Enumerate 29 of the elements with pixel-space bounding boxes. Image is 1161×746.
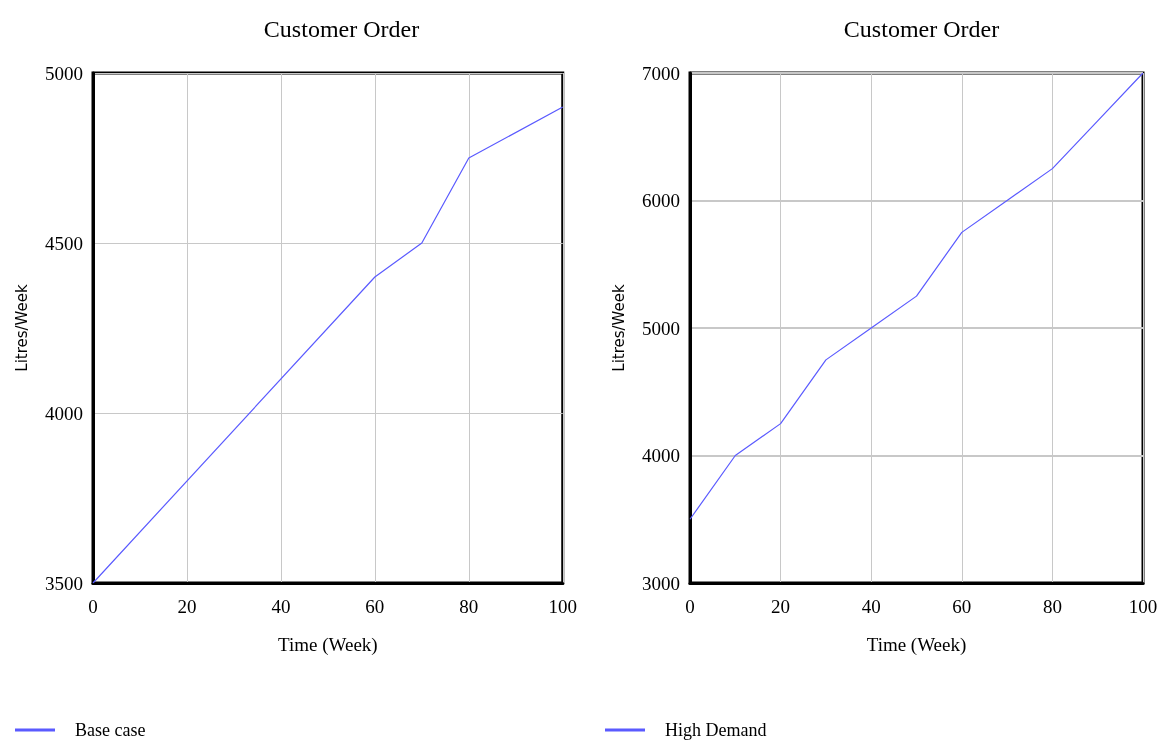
y-tick-label: 4000 <box>45 402 83 424</box>
y-tick-label: 5000 <box>642 317 680 339</box>
y-tick-label: 6000 <box>642 190 680 211</box>
y-axis-title: Litres/Week <box>609 283 628 372</box>
y-tick-label: 7000 <box>642 62 680 84</box>
x-tick-label: 100 <box>1128 596 1158 617</box>
x-tick-label: 20 <box>177 596 197 617</box>
y-tick-label: 3000 <box>642 572 680 594</box>
y-tick-label: 4000 <box>642 445 680 466</box>
chart-title: Customer Order <box>843 16 1000 42</box>
x-axis-title: Time (Week) <box>866 634 967 656</box>
x-tick-label: 80 <box>459 596 479 617</box>
y-tick-label: 4500 <box>45 232 83 254</box>
chart-title: Customer Order <box>263 16 420 42</box>
x-tick-label: 0 <box>685 596 695 617</box>
x-tick-label: 40 <box>271 596 291 617</box>
legend-label: High Demand <box>665 720 767 740</box>
x-tick-label: 20 <box>771 596 791 617</box>
y-axis-title: Litres/Week <box>12 283 31 372</box>
y-tick-label: 5000 <box>45 62 83 84</box>
legend-label: Base case <box>75 720 146 740</box>
x-tick-label: 60 <box>952 596 972 617</box>
x-tick-label: 100 <box>548 596 577 617</box>
x-tick-label: 40 <box>861 596 881 617</box>
x-tick-label: 80 <box>1042 596 1062 617</box>
y-tick-label: 3500 <box>45 572 83 594</box>
x-axis-title: Time (Week) <box>278 634 378 656</box>
x-tick-label: 0 <box>88 596 98 617</box>
x-tick-label: 60 <box>365 596 385 617</box>
